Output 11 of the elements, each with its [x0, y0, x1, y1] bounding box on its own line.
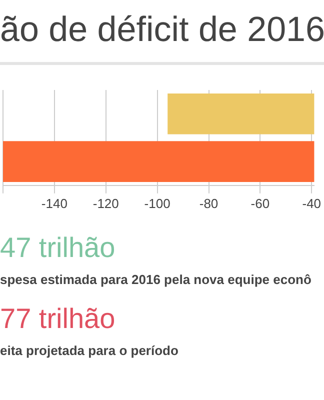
text: spesa estimada para 2016 pela nova equipe econô [0, 272, 312, 287]
x-tick-label: -60 [250, 196, 270, 211]
text: eita projetada para o período [0, 343, 180, 358]
chart-title: ão de déficit de 2016 [0, 10, 324, 50]
text: 47 trilhão [0, 232, 116, 264]
x-tick-label: -120 [92, 196, 119, 211]
x-tick-label: -100 [144, 196, 170, 211]
x-tick-label: -80 [199, 196, 218, 211]
x-tick-label: -140 [41, 196, 68, 211]
text: 77 trilhão [0, 303, 116, 335]
x-tick-label: -40 [302, 196, 322, 211]
